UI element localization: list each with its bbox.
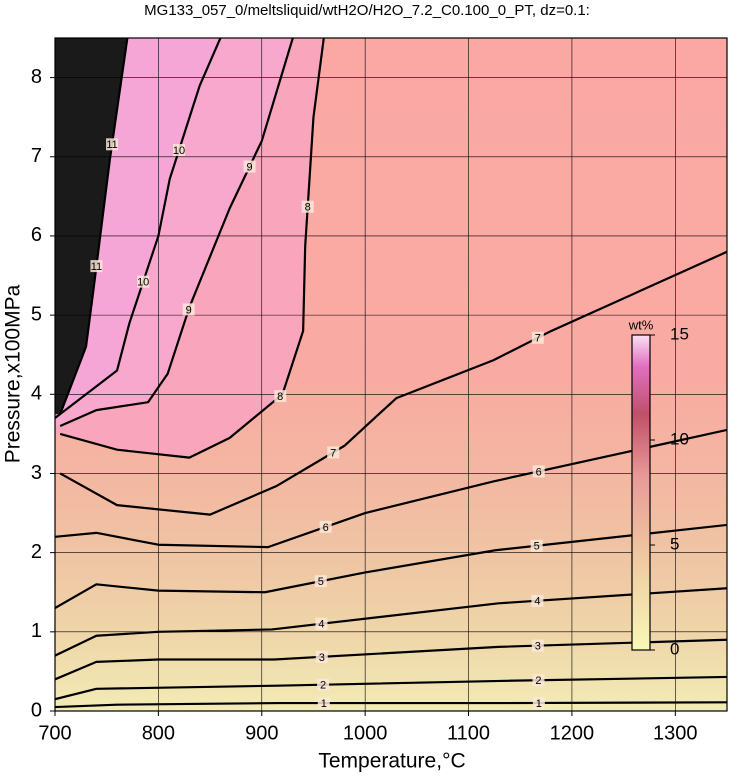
contour-label-bg (301, 200, 314, 213)
contour-label: 1 (321, 698, 327, 710)
colorbar-label: wt% (628, 317, 654, 332)
y-tick-label: 6 (31, 224, 42, 246)
x-tick-label: 1100 (447, 722, 490, 744)
colorbar-tick-label: 5 (670, 534, 679, 553)
y-tick-label: 5 (31, 303, 42, 325)
contour-label: 10 (173, 145, 185, 157)
contour-line (55, 523, 727, 610)
contour-label: 6 (323, 522, 329, 534)
contour-label-bg (530, 539, 543, 552)
contour-label-bg (531, 594, 544, 607)
contour-label-bg (173, 144, 186, 157)
y-axis-label: Pressure,x100MPa (2, 284, 25, 463)
contour-label-bg (531, 639, 544, 652)
y-tick-label: 4 (31, 383, 42, 405)
colorbar-tick-label: 10 (670, 429, 689, 448)
contour-label-bg (315, 650, 328, 663)
contour-label-bg (182, 303, 195, 316)
contour-label-bg (274, 390, 287, 403)
y-tick-label: 3 (31, 462, 42, 484)
contour-label: 4 (318, 619, 324, 631)
colorbar-tick-label: 0 (670, 639, 679, 658)
x-tick-label: 900 (245, 722, 278, 744)
contour-label-bg (327, 446, 340, 459)
x-axis-label: Temperature,°C (318, 750, 465, 773)
contour-label: 9 (247, 161, 253, 173)
x-tick-label: 700 (38, 722, 71, 744)
contour-label-bg (317, 697, 330, 710)
contour-label: 5 (534, 541, 540, 553)
contour-label: 4 (534, 596, 540, 608)
contour-label: 3 (319, 652, 325, 664)
y-tick-label: 7 (31, 145, 42, 167)
y-tick-label: 8 (31, 66, 42, 88)
colorbar (631, 334, 651, 651)
contour-label-bg (532, 696, 545, 709)
colorbar-tick-label: 15 (670, 324, 689, 343)
x-tick-label: 800 (142, 722, 175, 744)
contour-line (55, 701, 727, 709)
x-tick-label: 1200 (550, 722, 595, 744)
contour-label: 11 (91, 261, 102, 273)
contour-label: 6 (536, 466, 542, 478)
contour-label-bg (314, 575, 327, 588)
contour-label: 9 (186, 304, 192, 316)
contour-label-bg (532, 465, 545, 478)
contour-line (55, 38, 222, 419)
contour-label: 10 (137, 277, 149, 289)
contour-label-bg (317, 678, 330, 691)
contour-label: 8 (305, 202, 311, 214)
contour-label-bg (137, 275, 150, 288)
contour-label: 2 (320, 680, 326, 692)
shaded-region (55, 38, 128, 415)
contour-line (59, 38, 294, 427)
axes: 700 800 900 1000 1100 1200 1300 0 1 2 3 4 5 6 7 8 wt% 0 5 1… (31, 37, 728, 744)
contour-label: 8 (277, 391, 283, 403)
contour-label-bg (531, 331, 544, 344)
contour-line (59, 38, 129, 415)
contour-label: 3 (535, 641, 541, 653)
x-tick-label: 1000 (343, 722, 388, 744)
contour-line (55, 675, 727, 701)
contour-line (55, 428, 727, 549)
chart-title: MG133_057_0/meltsliquid/wtH2O/H2O_7.2_C0… (144, 2, 590, 19)
contour-label: 7 (330, 447, 336, 459)
contour-label-bg (319, 520, 332, 533)
contour-label: 2 (535, 675, 541, 687)
contour-label: 1 (536, 698, 542, 710)
contour-label-bg (243, 160, 256, 173)
plot-frame (54, 37, 728, 712)
y-tick-label: 2 (31, 541, 42, 563)
contour-label: 5 (318, 576, 324, 588)
contour-label-bg (315, 617, 328, 630)
contour-label-bg (532, 674, 545, 687)
contour-label: 11 (106, 139, 117, 151)
y-tick-label: 1 (31, 620, 42, 642)
contour-label: 7 (535, 333, 541, 345)
contour-label-bg (106, 138, 119, 151)
y-tick-label: 0 (31, 699, 42, 721)
x-tick-label: 1300 (653, 722, 698, 744)
contour-label-bg (90, 260, 103, 273)
